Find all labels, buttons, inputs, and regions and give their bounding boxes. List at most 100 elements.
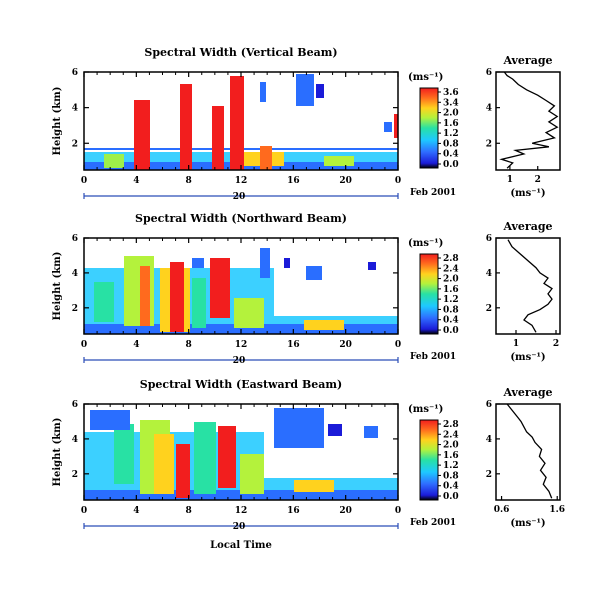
field <box>304 320 344 330</box>
heatmap-area <box>84 404 398 500</box>
x-tick-label: 12 <box>235 506 248 516</box>
speckle <box>316 84 324 98</box>
profile-line <box>506 403 553 499</box>
y-tick-label: 2 <box>72 139 78 149</box>
colorbar-tick-label: 0.0 <box>443 492 459 502</box>
plume <box>180 84 192 170</box>
y-tick-label: 2 <box>72 470 78 480</box>
plume <box>176 444 190 498</box>
y-tick-label: 4 <box>72 435 78 445</box>
plume <box>260 146 272 170</box>
profile-x-tick-label: 2 <box>553 339 559 349</box>
x-tick-label: 0 <box>81 340 87 350</box>
y-axis-label: Height (km) <box>52 87 63 156</box>
axes: 0 4 8 12 16 20 0 2 4 6 Height (km) 20 Feb 2001 <box>52 234 456 366</box>
speckle <box>306 266 322 280</box>
x-axis-label: Local Time <box>210 540 272 551</box>
date-day: 20 <box>233 356 246 366</box>
x-tick-label: 0 <box>395 506 401 516</box>
profiles: Average 2 4 6 1 2 (ms⁻¹) Average 2 4 6 1 2 (ms⁻¹) Aver… <box>486 54 565 529</box>
plume <box>394 114 398 138</box>
field <box>114 424 134 484</box>
y-tick-label: 4 <box>72 269 78 279</box>
y-tick-label: 6 <box>72 234 78 244</box>
colorbar-tick-label: 2.0 <box>443 441 459 451</box>
panel-vertical: Spectral Width (Vertical Beam) 0 4 8 12 16 20… <box>52 46 456 202</box>
colorbar <box>419 87 439 169</box>
field <box>140 266 150 326</box>
colorbar-tick-label: 3.4 <box>443 98 459 108</box>
colorbar-tick-label: 0.8 <box>443 139 459 149</box>
speckle <box>192 258 204 268</box>
field <box>194 422 216 494</box>
y-tick-label: 4 <box>72 104 78 114</box>
x-tick-label: 0 <box>395 340 401 350</box>
profile-x-tick-label: 1 <box>513 339 519 349</box>
x-tick-label: 16 <box>287 340 300 350</box>
profile-x-tick-label: 2 <box>535 175 541 185</box>
profile-x-tick-label: 0.6 <box>494 505 510 515</box>
profile-title: Average <box>502 386 552 399</box>
speckle <box>274 408 324 448</box>
profile-title: Average <box>502 220 552 233</box>
axes: 0 4 8 12 16 20 0 2 4 6 Height (km) 20 Feb 2001 <box>52 400 456 532</box>
colorbar-tick-label: 0.8 <box>443 471 459 481</box>
y-tick-label: 2 <box>72 304 78 314</box>
x-tick-label: 4 <box>133 176 139 186</box>
colorbar-tick-label: 1.6 <box>443 285 459 295</box>
profile-y-tick-label: 2 <box>486 470 492 480</box>
panel-eastward: Spectral Width (Eastward Beam) 0 4 8 12 16 20… <box>52 378 456 551</box>
colorbar-unit: (ms⁻¹) <box>408 72 443 83</box>
speckle <box>260 82 266 102</box>
speckle <box>260 248 270 278</box>
colorbar-tick-label: 0.4 <box>443 482 459 492</box>
colorbar-tick-label: 1.2 <box>443 129 459 139</box>
speckle <box>90 410 130 430</box>
colorbar-tick-label: 1.2 <box>443 461 459 471</box>
colorbar-tick-label: 2.4 <box>443 430 459 440</box>
colorbar-tick-label: 0.4 <box>443 150 459 160</box>
date-day: 20 <box>233 192 246 202</box>
profile-x-tick-label: 1 <box>507 175 513 185</box>
speckle <box>364 426 378 438</box>
x-tick-label: 0 <box>81 176 87 186</box>
y-tick-label: 6 <box>72 400 78 410</box>
profile-line <box>507 239 553 333</box>
profile-x-label: (ms⁻¹) <box>510 352 545 363</box>
profile-y-tick-label: 2 <box>486 304 492 314</box>
date-suffix: Feb 2001 <box>410 188 456 198</box>
panel-title: Spectral Width (Northward Beam) <box>135 212 347 225</box>
colorbar-tick-label: 0.0 <box>443 326 459 336</box>
colorbar <box>419 253 439 335</box>
x-tick-label: 8 <box>186 340 192 350</box>
plume <box>210 258 230 318</box>
x-tick-label: 12 <box>235 340 248 350</box>
field <box>240 454 264 494</box>
x-tick-label: 16 <box>287 176 300 186</box>
profile-frame <box>495 237 561 335</box>
plume <box>218 426 236 488</box>
profile-x-label: (ms⁻¹) <box>510 188 545 199</box>
colorbar-tick-label: 3.6 <box>443 88 459 98</box>
colorbar-tick-label: 2.4 <box>443 264 459 274</box>
profile-y-tick-label: 4 <box>486 104 492 114</box>
x-tick-label: 20 <box>339 176 352 186</box>
heatmap-area <box>84 72 398 170</box>
date-suffix: Feb 2001 <box>410 518 456 528</box>
colorbar <box>419 419 439 501</box>
axes: 0 4 8 12 16 20 0 2 4 6 Height (km) 20 Feb 2001 <box>52 68 456 202</box>
field <box>94 282 114 322</box>
speckle <box>296 74 314 106</box>
profile-title: Average <box>502 54 552 67</box>
colorbar-tick-label: 2.8 <box>443 254 459 264</box>
plume <box>134 100 150 170</box>
colorbar-tick-label: 2.0 <box>443 275 459 285</box>
band-patch <box>104 154 124 168</box>
heatmap-area <box>84 238 398 334</box>
colorbar-tick-label: 1.6 <box>443 119 459 129</box>
x-tick-label: 20 <box>339 506 352 516</box>
colorbar-tick-label: 0.8 <box>443 305 459 315</box>
colorbar-tick-label: 2.0 <box>443 109 459 119</box>
y-axis-label: Height (km) <box>52 252 63 321</box>
